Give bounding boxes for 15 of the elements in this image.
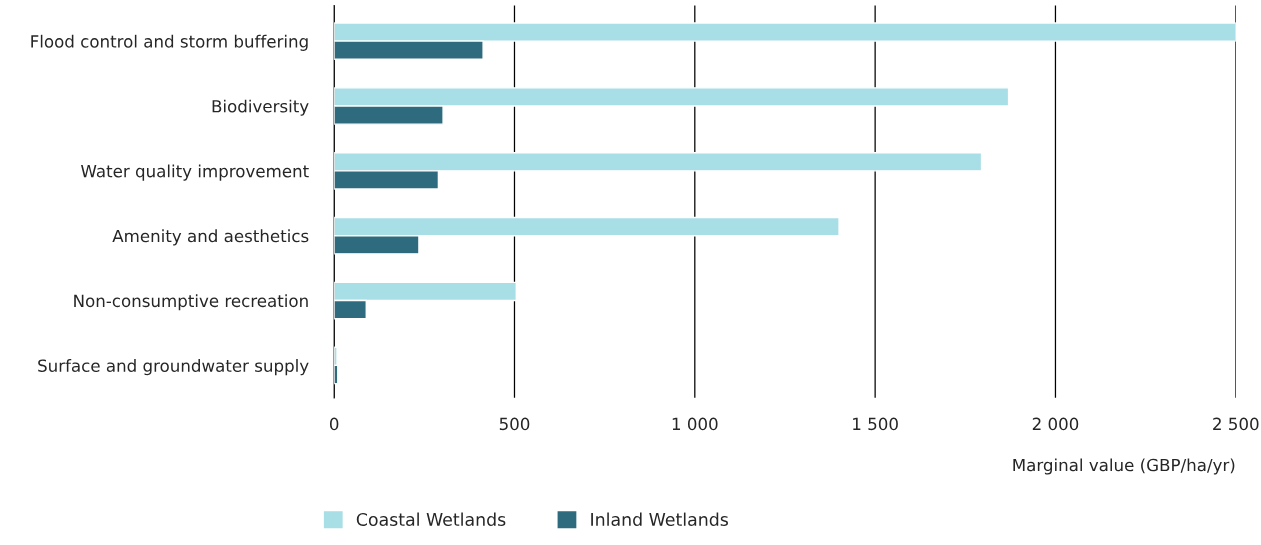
y-tick-label: Amenity and aesthetics <box>112 229 309 246</box>
x-tick-label: 2 500 <box>1213 417 1259 431</box>
y-tick-label: Biodiversity <box>212 99 309 116</box>
x-tick-label: 1 000 <box>672 417 718 431</box>
y-tick-label: Water quality improvement <box>81 164 309 181</box>
y-tick-label: Non-consumptive recreation <box>74 294 308 311</box>
x-tick-label: 500 <box>499 417 530 431</box>
legend-label: Inland Wetlands <box>591 512 728 527</box>
x-tick-label: 0 <box>329 417 339 431</box>
x-tick-label: 2 000 <box>1032 417 1079 431</box>
x-axis-title: Marginal value (GBP/ha/yr) <box>1013 458 1235 475</box>
y-tick-label: Flood control and storm buffering <box>31 34 308 51</box>
legend-label: Coastal Wetlands <box>356 512 506 527</box>
y-tick-label: Surface and groundwater supply <box>38 359 309 376</box>
x-tick-label: 1 500 <box>853 417 898 431</box>
